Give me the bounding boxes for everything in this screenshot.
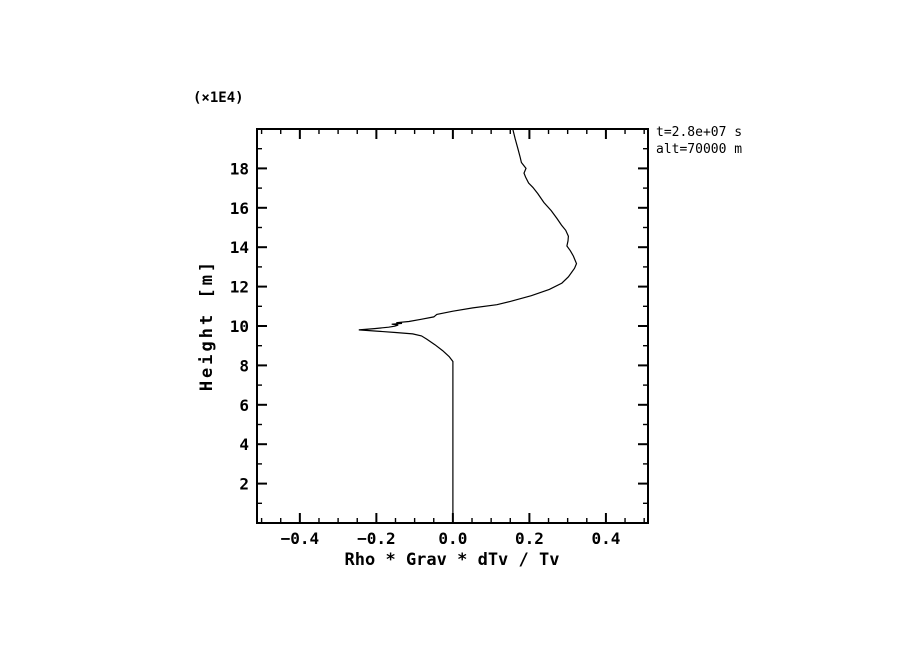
data-curve (358, 129, 578, 523)
y-tick-label: 4 (239, 435, 249, 454)
annotation-altitude: alt=70000 m (656, 142, 743, 157)
x-tick-label: −0.4 (281, 529, 320, 548)
x-tick-label: 0.2 (515, 529, 544, 548)
y-tick-label: 14 (230, 238, 249, 257)
y-tick-label: 12 (230, 278, 249, 297)
x-tick-label: −0.2 (357, 529, 396, 548)
x-tick-label: 0.0 (438, 529, 467, 548)
annotation-block: t=2.8e+07 s alt=70000 m (656, 124, 742, 158)
y-tick-label: 2 (239, 475, 249, 494)
y-tick-label: 6 (239, 396, 249, 415)
y-axis-multiplier-label: (×1E4) (193, 90, 244, 106)
x-axis-title: Rho * Grav * dTv / Tv (344, 550, 560, 570)
x-tick-label: 0.4 (591, 529, 620, 548)
y-axis-title: Height [m] (197, 258, 217, 392)
y-tick-label: 8 (239, 356, 249, 375)
y-tick-label: 10 (230, 317, 249, 336)
annotation-time: t=2.8e+07 s (656, 125, 743, 140)
y-tick-label: 18 (230, 159, 249, 178)
y-tick-label: 16 (230, 199, 249, 218)
